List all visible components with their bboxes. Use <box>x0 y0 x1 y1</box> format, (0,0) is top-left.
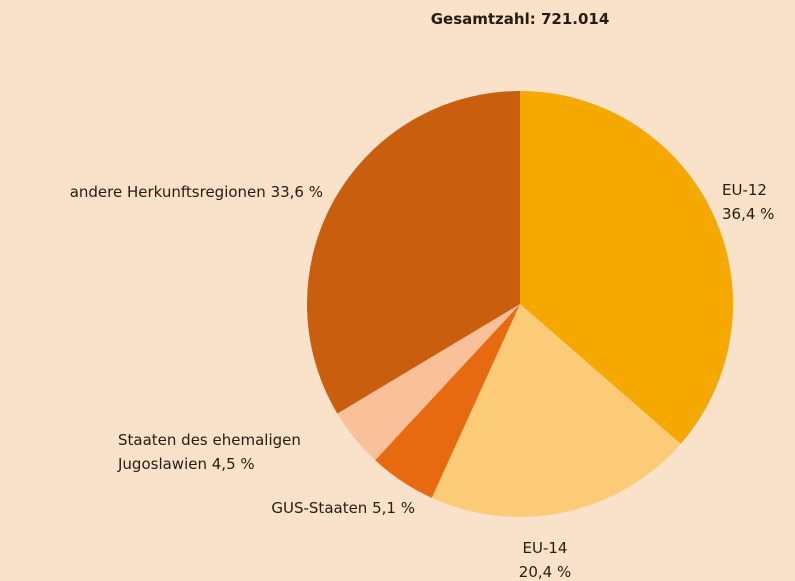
pie-slice <box>375 304 520 498</box>
category-label: andere Herkunftsregionen <box>69 183 266 201</box>
slice-label: andere Herkunftsregionen 33,6 % <box>0 180 323 204</box>
pie-slice <box>431 304 681 518</box>
category-label: EU-12 <box>722 181 767 199</box>
slice-label: GUS-Staaten 5,1 % <box>240 496 415 520</box>
value-label: 4,5 % <box>211 455 255 473</box>
pie-slice <box>520 91 733 444</box>
category-label: Staaten des ehemaligen Jugoslawien <box>118 431 301 473</box>
pie-slice <box>337 304 520 461</box>
pie-slice <box>306 90 520 414</box>
slice-label: Staaten des ehemaligen Jugoslawien 4,5 % <box>118 428 348 476</box>
value-label: 33,6 % <box>270 183 323 201</box>
category-label: EU-14 <box>522 539 568 557</box>
slice-label: EU-12 36,4 % <box>722 178 795 226</box>
slice-label: EU-14 20,4 % <box>480 536 610 581</box>
category-label: GUS-Staaten <box>271 499 368 517</box>
value-label: 36,4 % <box>722 205 775 223</box>
chart-title: Gesamtzahl: 721.014 <box>430 10 610 28</box>
value-label: 5,1 % <box>372 499 415 517</box>
value-label: 20,4 % <box>518 563 572 581</box>
